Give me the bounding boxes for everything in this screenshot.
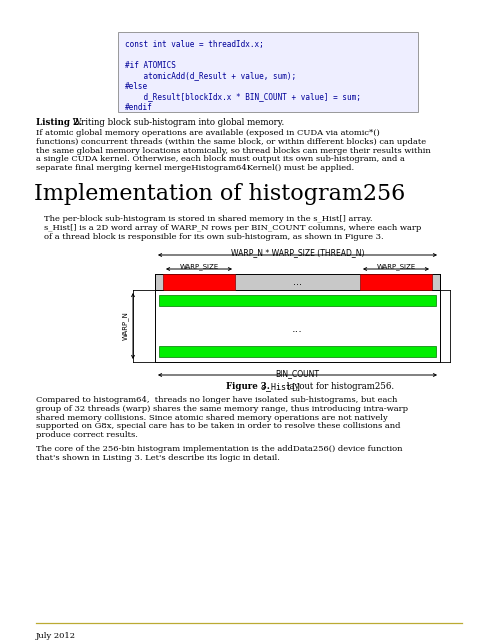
Text: d_Result[blockIdx.x * BIN_COUNT + value] = sum;: d_Result[blockIdx.x * BIN_COUNT + value]… — [125, 93, 361, 102]
Text: ...: ... — [293, 277, 302, 287]
Text: ...: ... — [292, 324, 303, 334]
Text: #endif: #endif — [125, 103, 153, 112]
Text: Writing block sub-histogram into global memory.: Writing block sub-histogram into global … — [70, 118, 284, 127]
Text: layout for histogram256.: layout for histogram256. — [284, 382, 394, 391]
Text: The core of the 256-bin histogram implementation is the addData256() device func: The core of the 256-bin histogram implem… — [36, 445, 402, 453]
Bar — [163, 274, 235, 290]
Bar — [360, 274, 432, 290]
Text: #if ATOMICS: #if ATOMICS — [125, 61, 176, 70]
Text: BIN_COUNT: BIN_COUNT — [276, 369, 319, 378]
Text: WARP_SIZE: WARP_SIZE — [179, 263, 219, 269]
Text: s_Hist[] is a 2D word array of WARP_N rows per BIN_COUNT columns, where each war: s_Hist[] is a 2D word array of WARP_N ro… — [44, 224, 421, 232]
Text: WARP_SIZE: WARP_SIZE — [376, 263, 416, 269]
Text: separate final merging kernel mergeHistogram64Kernel() must be applied.: separate final merging kernel mergeHisto… — [36, 164, 354, 172]
Text: Compared to histogram64,  threads no longer have isolated sub-histograms, but ea: Compared to histogram64, threads no long… — [36, 396, 397, 404]
Text: of a thread block is responsible for its own sub-histogram, as shown in Figure 3: of a thread block is responsible for its… — [44, 232, 384, 241]
Text: supported on G8x, special care has to be taken in order to resolve these collisi: supported on G8x, special care has to be… — [36, 422, 400, 430]
Text: the same global memory locations atomically, so thread blocks can merge their re: the same global memory locations atomica… — [36, 147, 431, 155]
Text: that's shown in Listing 3. Let's describe its logic in detail.: that's shown in Listing 3. Let's describ… — [36, 454, 280, 462]
Text: functions) concurrent threads (within the same block, or within different blocks: functions) concurrent threads (within th… — [36, 138, 426, 146]
Text: produce correct results.: produce correct results. — [36, 431, 138, 439]
Text: const int value = threadIdx.x;: const int value = threadIdx.x; — [125, 40, 264, 49]
Text: The per-block sub-histogram is stored in shared memory in the s_Hist[] array.: The per-block sub-histogram is stored in… — [44, 215, 373, 223]
Text: shared memory collisions. Since atomic shared memory operations are not natively: shared memory collisions. Since atomic s… — [36, 413, 388, 422]
Text: Listing 2.: Listing 2. — [36, 118, 82, 127]
Text: group of 32 threads (warp) shares the same memory range, thus introducing intra-: group of 32 threads (warp) shares the sa… — [36, 405, 408, 413]
Text: If atomic global memory operations are available (exposed in CUDA via atomic*(): If atomic global memory operations are a… — [36, 129, 380, 137]
Bar — [155, 274, 440, 290]
Bar — [155, 290, 440, 362]
Text: Figure 3.: Figure 3. — [226, 382, 270, 391]
Bar — [159, 295, 436, 306]
Bar — [118, 32, 418, 112]
Bar — [159, 346, 436, 357]
Text: WARP_N: WARP_N — [122, 312, 129, 340]
Text: atomicAdd(d_Result + value, sum);: atomicAdd(d_Result + value, sum); — [125, 72, 296, 81]
Text: Implementation of histogram256: Implementation of histogram256 — [34, 183, 405, 205]
Text: WARP_N * WARP_SIZE (THREAD_N): WARP_N * WARP_SIZE (THREAD_N) — [231, 248, 364, 257]
Text: a single CUDA kernel. Otherwise, each block must output its own sub-histogram, a: a single CUDA kernel. Otherwise, each bl… — [36, 156, 405, 163]
Text: July 2012: July 2012 — [36, 632, 76, 640]
Text: s_Hist[]: s_Hist[] — [256, 382, 301, 391]
Text: #else: #else — [125, 82, 148, 91]
